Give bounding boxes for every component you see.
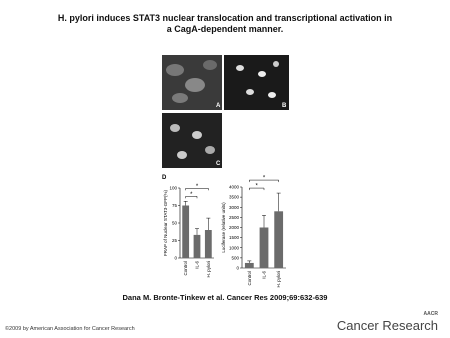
y-tick-label: 1000 [229, 245, 240, 250]
y-axis-label: Luciferase (relative units) [221, 202, 226, 253]
y-tick-label: 75 [172, 203, 178, 208]
significance-bracket [185, 196, 198, 199]
y-tick-label: 2000 [229, 225, 240, 230]
y-tick-label: 3000 [229, 205, 240, 210]
y-tick-label: 0 [174, 256, 177, 261]
x-tick-label: IL-6 [262, 271, 267, 279]
significance-bracket [185, 188, 209, 191]
micrograph-b [224, 55, 289, 110]
logo-small: AACR [424, 311, 439, 317]
significance-star: * [255, 184, 258, 190]
y-tick-label: 1500 [229, 235, 240, 240]
y-tick-label: 4000 [229, 185, 240, 190]
x-tick-label: H. pylori [276, 271, 281, 288]
significance-star: * [263, 176, 266, 182]
significance-bracket [249, 187, 265, 191]
bar [259, 227, 269, 268]
y-tick-label: 50 [172, 221, 178, 226]
bar [274, 211, 284, 268]
bar [193, 234, 201, 258]
y-tick-label: 500 [231, 255, 239, 260]
y-tick-label: 25 [172, 238, 178, 243]
y-tick-label: 2500 [229, 215, 240, 220]
significance-bracket [249, 179, 279, 183]
citation: Dana M. Bronte-Tinkew et al. Cancer Res … [123, 293, 328, 302]
y-tick-label: 100 [169, 186, 177, 191]
panel-label: A [216, 103, 221, 109]
bar [182, 205, 190, 258]
bar [204, 230, 212, 258]
slide-title: H. pylori induces STAT3 nuclear transloc… [57, 13, 393, 34]
y-tick-label: 0 [236, 266, 239, 271]
micrograph-a [162, 55, 222, 110]
x-tick-label: IL-6 [195, 261, 200, 269]
x-tick-label: H. pylori [206, 261, 211, 278]
micrograph-c [162, 113, 222, 168]
logo: Cancer Research [337, 318, 438, 333]
copyright: ©2009 by American Association for Cancer… [5, 325, 135, 332]
x-tick-label: Control [183, 261, 188, 276]
panel-label: B [282, 103, 287, 109]
y-tick-label: 3500 [229, 195, 240, 200]
x-tick-label: Control [247, 271, 252, 286]
significance-star: * [196, 184, 199, 190]
significance-star: * [190, 192, 193, 198]
y-axis-label: FRAP of Nuclear STAT3-GFP(%) [163, 189, 168, 256]
panel-label: D [162, 175, 167, 181]
panel-label: C [216, 161, 221, 167]
bar [244, 262, 254, 268]
